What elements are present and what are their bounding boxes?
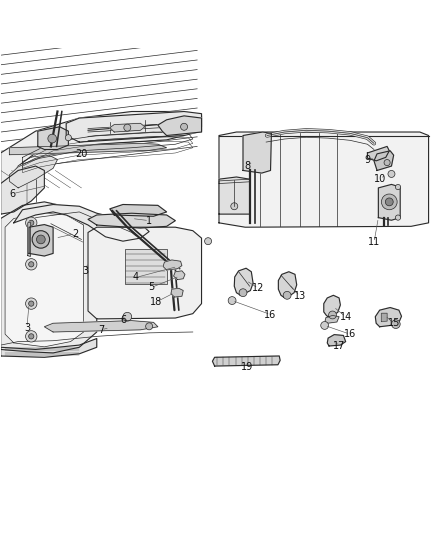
Text: 16: 16 [344, 329, 356, 339]
Circle shape [28, 301, 34, 306]
Polygon shape [381, 313, 387, 321]
Circle shape [32, 231, 49, 248]
Polygon shape [374, 151, 394, 171]
Polygon shape [1, 202, 97, 353]
Bar [125, 249, 166, 284]
Polygon shape [1, 111, 201, 188]
Text: 6: 6 [120, 315, 126, 325]
Circle shape [283, 292, 291, 299]
Text: 12: 12 [252, 284, 265, 293]
Polygon shape [219, 177, 250, 214]
Text: 1: 1 [146, 216, 152, 225]
Polygon shape [212, 356, 280, 366]
Polygon shape [378, 184, 400, 220]
Circle shape [392, 320, 400, 328]
Circle shape [321, 321, 328, 329]
Text: 17: 17 [333, 341, 345, 351]
Text: 15: 15 [388, 318, 400, 328]
Text: 7: 7 [98, 325, 104, 335]
Circle shape [385, 198, 393, 206]
Polygon shape [38, 127, 68, 149]
Polygon shape [10, 155, 57, 188]
Polygon shape [243, 132, 272, 173]
Text: 20: 20 [75, 149, 88, 159]
Polygon shape [110, 123, 145, 132]
Polygon shape [28, 222, 30, 256]
Circle shape [28, 334, 34, 339]
Circle shape [146, 323, 152, 330]
Circle shape [180, 123, 187, 130]
Polygon shape [88, 213, 175, 228]
Circle shape [48, 134, 57, 143]
Polygon shape [88, 227, 201, 319]
Circle shape [231, 203, 238, 210]
Text: 19: 19 [241, 362, 254, 372]
Circle shape [123, 312, 132, 321]
Polygon shape [29, 224, 53, 256]
Circle shape [25, 330, 37, 342]
Polygon shape [5, 213, 84, 347]
Circle shape [25, 217, 37, 229]
Polygon shape [171, 288, 183, 297]
Circle shape [28, 220, 34, 225]
Text: 14: 14 [339, 312, 352, 322]
Circle shape [124, 124, 131, 131]
Circle shape [396, 215, 401, 220]
Polygon shape [66, 111, 201, 142]
Polygon shape [1, 166, 44, 214]
Polygon shape [44, 321, 158, 332]
Circle shape [328, 311, 336, 319]
Polygon shape [14, 205, 149, 241]
Text: 11: 11 [368, 238, 380, 247]
Text: 13: 13 [293, 291, 306, 301]
Circle shape [384, 159, 390, 166]
Polygon shape [279, 272, 297, 297]
Text: 9: 9 [364, 155, 371, 165]
Polygon shape [158, 116, 201, 135]
Text: 5: 5 [148, 282, 155, 293]
Polygon shape [219, 132, 428, 227]
Text: 4: 4 [133, 272, 139, 282]
Circle shape [388, 171, 395, 177]
Polygon shape [173, 271, 185, 280]
Circle shape [25, 259, 37, 270]
Circle shape [205, 238, 212, 245]
Polygon shape [10, 143, 166, 155]
Circle shape [25, 298, 37, 309]
Text: 10: 10 [374, 174, 387, 184]
Circle shape [36, 235, 45, 244]
Circle shape [28, 262, 34, 267]
Polygon shape [325, 316, 339, 323]
Text: 6: 6 [10, 189, 16, 199]
Polygon shape [324, 295, 340, 317]
Polygon shape [163, 260, 182, 270]
Polygon shape [219, 179, 250, 183]
Text: 2: 2 [72, 229, 78, 239]
Text: 18: 18 [149, 297, 162, 308]
Polygon shape [327, 335, 346, 346]
Text: 3: 3 [24, 322, 30, 333]
Circle shape [396, 184, 401, 190]
Circle shape [381, 194, 397, 210]
Polygon shape [1, 338, 97, 357]
Polygon shape [234, 268, 253, 295]
Circle shape [239, 289, 247, 297]
Text: 16: 16 [265, 310, 277, 319]
Polygon shape [110, 205, 166, 216]
Circle shape [228, 297, 236, 304]
Text: 8: 8 [244, 161, 251, 171]
Circle shape [65, 135, 71, 141]
Polygon shape [367, 147, 389, 161]
Polygon shape [375, 308, 402, 327]
Text: 3: 3 [83, 266, 89, 276]
